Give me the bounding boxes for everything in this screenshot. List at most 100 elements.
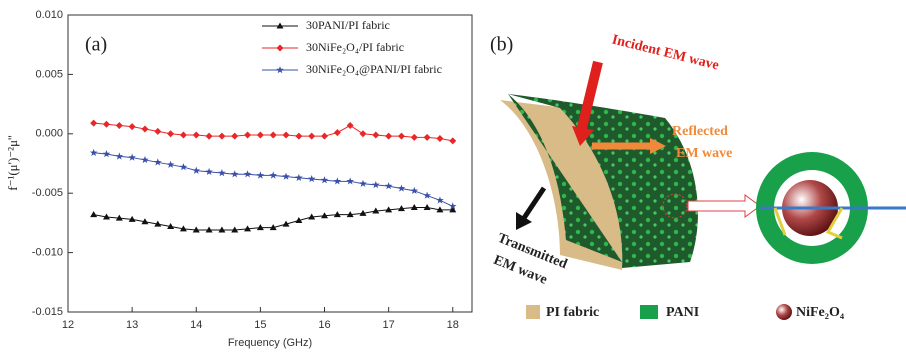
marker xyxy=(141,125,149,133)
marker xyxy=(307,174,316,183)
marker xyxy=(102,149,111,158)
zoom-spot xyxy=(662,193,688,219)
marker xyxy=(448,202,457,210)
incident-label: Incident EM wave xyxy=(610,32,720,73)
marker xyxy=(218,226,226,233)
marker xyxy=(192,131,200,139)
marker xyxy=(115,214,123,221)
marker xyxy=(179,131,187,139)
marker xyxy=(89,148,98,157)
marker xyxy=(384,182,393,190)
legend-label: PI fabric xyxy=(546,305,599,320)
marker xyxy=(166,160,175,168)
marker xyxy=(128,123,136,131)
marker xyxy=(243,170,252,178)
incident-arrow xyxy=(577,60,603,130)
marker xyxy=(359,130,367,138)
marker xyxy=(205,132,213,140)
x-tick-label: 13 xyxy=(126,319,138,331)
marker xyxy=(115,152,124,160)
marker xyxy=(282,172,290,180)
plot-frame xyxy=(67,14,473,313)
marker xyxy=(269,224,277,231)
panel-label: (a) xyxy=(85,34,107,56)
marker xyxy=(449,206,457,213)
marker xyxy=(346,121,354,129)
y-tick-label: -0.005 xyxy=(32,187,63,199)
legend-swatch xyxy=(776,304,792,320)
marker xyxy=(276,22,284,29)
marker xyxy=(321,212,329,219)
marker xyxy=(321,132,329,140)
x-tick-label: 15 xyxy=(254,319,266,331)
marker xyxy=(90,119,98,127)
marker xyxy=(205,167,213,176)
marker xyxy=(179,225,187,232)
marker xyxy=(256,131,264,139)
arrow-head xyxy=(516,212,532,230)
marker xyxy=(256,171,265,179)
x-tick-label: 18 xyxy=(447,319,459,331)
marker xyxy=(320,176,329,184)
marker xyxy=(346,211,354,218)
marker xyxy=(141,155,149,164)
marker xyxy=(167,130,175,138)
marker xyxy=(192,166,201,174)
marker xyxy=(333,129,341,137)
marker xyxy=(192,226,200,233)
marker xyxy=(282,131,290,139)
zoom-arrow xyxy=(687,194,761,218)
marker xyxy=(295,217,303,224)
marker xyxy=(128,153,136,161)
marker xyxy=(153,158,162,166)
marker xyxy=(269,131,277,139)
marker xyxy=(282,220,290,227)
y-tick-label: -0.015 xyxy=(32,306,63,318)
marker xyxy=(230,170,239,178)
y-tick-label: 0.005 xyxy=(35,68,63,80)
marker xyxy=(102,120,110,128)
marker xyxy=(372,180,380,189)
legend-swatch xyxy=(526,305,540,319)
y-tick-label: 0.000 xyxy=(35,128,63,140)
marker xyxy=(295,173,303,181)
x-axis-label: Frequency (GHz) xyxy=(228,337,312,349)
marker xyxy=(436,206,444,213)
marker xyxy=(397,184,406,192)
marker xyxy=(359,209,367,216)
y-tick-label: -0.010 xyxy=(32,247,63,259)
marker xyxy=(218,132,226,140)
arrow-head xyxy=(572,126,594,146)
marker xyxy=(231,132,239,140)
marker xyxy=(397,205,405,212)
marker xyxy=(154,220,162,227)
marker xyxy=(218,169,226,177)
marker xyxy=(128,215,136,222)
legend-label: PANI xyxy=(666,305,699,320)
x-tick-label: 16 xyxy=(318,319,330,331)
marker xyxy=(276,44,284,52)
marker xyxy=(179,163,188,171)
marker xyxy=(346,177,354,185)
reflected-label: EM wave xyxy=(676,146,732,161)
marker xyxy=(115,121,123,129)
marker xyxy=(295,132,303,140)
marker xyxy=(449,137,457,145)
marker xyxy=(308,132,316,140)
marker xyxy=(359,179,367,187)
marker xyxy=(154,127,162,135)
marker xyxy=(397,132,405,140)
marker xyxy=(372,131,380,139)
marker xyxy=(231,226,239,233)
marker xyxy=(423,203,431,210)
reflection-path xyxy=(773,207,844,240)
marker xyxy=(423,133,431,141)
marker xyxy=(410,186,419,195)
transmitted-arrow xyxy=(521,186,547,220)
x-tick-label: 12 xyxy=(62,319,74,331)
marker xyxy=(333,211,341,218)
marker xyxy=(372,207,380,214)
marker xyxy=(410,133,418,141)
marker xyxy=(102,213,110,220)
